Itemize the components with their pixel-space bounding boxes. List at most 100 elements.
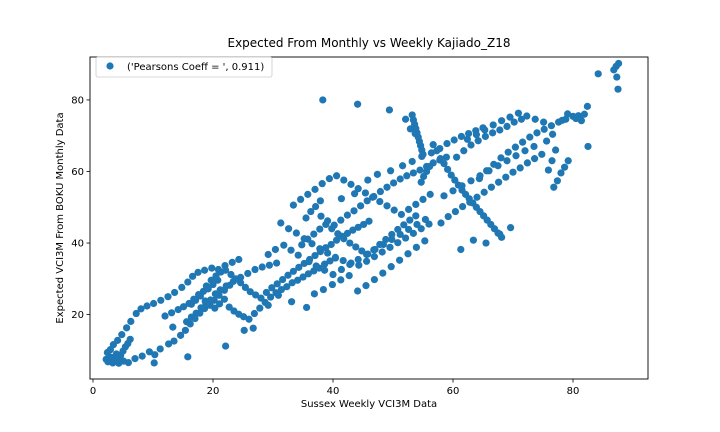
data-point (178, 283, 186, 292)
data-point (370, 275, 378, 284)
data-point (222, 342, 230, 350)
data-point (402, 115, 410, 123)
data-point (489, 129, 497, 137)
data-point (237, 279, 245, 287)
data-point (334, 230, 342, 238)
data-point (298, 241, 306, 249)
data-point (510, 118, 518, 126)
data-point (502, 173, 510, 181)
data-point (457, 245, 465, 254)
data-point (361, 189, 369, 197)
data-point (222, 282, 230, 290)
data-point (613, 73, 621, 81)
data-point (345, 272, 353, 280)
data-point (503, 157, 511, 165)
data-point (440, 192, 448, 200)
data-point (279, 275, 287, 284)
data-point (354, 223, 362, 231)
data-point (472, 131, 480, 139)
data-point (354, 100, 362, 108)
data-point (495, 178, 503, 186)
data-point (544, 166, 553, 174)
data-point (187, 313, 195, 321)
data-point (180, 303, 188, 311)
data-point (547, 122, 556, 130)
data-point (287, 246, 295, 254)
data-point (228, 258, 236, 266)
data-point (235, 255, 243, 264)
data-point (481, 132, 489, 141)
data-point (340, 235, 348, 243)
data-point (123, 324, 131, 332)
data-point (339, 256, 347, 265)
data-point (385, 106, 393, 114)
data-point (440, 160, 448, 168)
data-point (351, 190, 359, 198)
data-point (473, 193, 481, 201)
data-point (295, 263, 303, 271)
data-point (151, 351, 159, 359)
data-point (305, 258, 313, 266)
data-point (364, 176, 372, 184)
data-point (222, 266, 230, 274)
data-point (517, 115, 526, 123)
data-point (289, 201, 297, 209)
data-point (197, 304, 205, 312)
data-point (346, 239, 354, 247)
data-point (615, 59, 623, 68)
data-point (373, 170, 381, 178)
data-point (273, 280, 281, 288)
data-point (316, 245, 324, 253)
data-point (271, 245, 279, 254)
data-point (327, 240, 335, 249)
data-point (307, 207, 315, 216)
data-point (457, 132, 465, 141)
data-point (319, 96, 327, 104)
data-point (538, 150, 546, 158)
data-point (208, 264, 216, 272)
data-point (451, 207, 459, 216)
data-point (383, 202, 391, 210)
x-tick-label: 0 (90, 386, 96, 397)
data-point (427, 149, 435, 157)
data-point (583, 102, 592, 110)
data-point (357, 202, 365, 210)
data-point (354, 185, 362, 193)
data-point (530, 142, 538, 151)
data-point (494, 162, 502, 170)
data-point (337, 276, 345, 284)
plot-area (89, 56, 649, 380)
data-point (145, 348, 153, 356)
x-tick-label: 80 (567, 386, 580, 397)
data-point (564, 110, 572, 118)
data-point (343, 229, 351, 237)
data-point (251, 265, 259, 274)
data-point (403, 172, 411, 180)
data-point (469, 236, 477, 244)
data-point (131, 355, 139, 363)
data-point (297, 195, 305, 203)
data-point (316, 197, 324, 205)
data-point (329, 270, 337, 279)
data-point (540, 118, 548, 126)
data-point (376, 197, 384, 206)
x-tick-label: 40 (327, 386, 340, 397)
data-point (504, 148, 512, 156)
data-point (405, 225, 413, 234)
data-point (201, 266, 209, 274)
data-point (444, 212, 452, 221)
data-point (405, 205, 413, 214)
data-point (212, 272, 220, 280)
data-point (552, 146, 560, 154)
data-point (379, 240, 387, 249)
data-point (458, 182, 466, 190)
data-point (294, 276, 302, 284)
data-point (376, 187, 384, 196)
data-point (127, 317, 135, 325)
legend-box (95, 56, 273, 78)
data-point (232, 275, 240, 283)
data-point (168, 309, 176, 317)
data-point (288, 298, 296, 306)
data-point (337, 265, 345, 274)
